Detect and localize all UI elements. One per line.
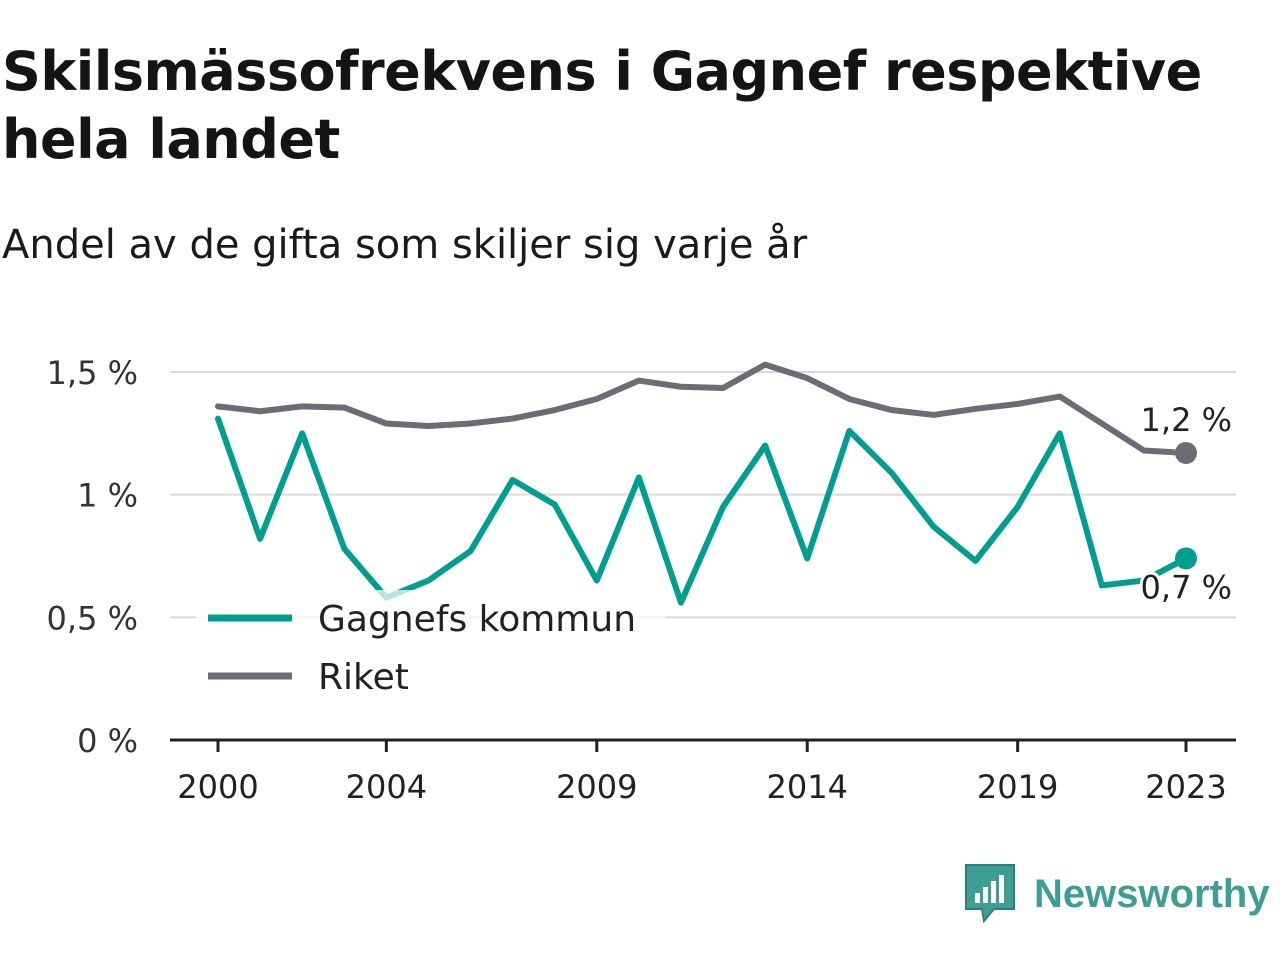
y-tick-label: 0,5 % (47, 599, 138, 637)
chart-subtitle: Andel av de gifta som skiljer sig varje … (2, 222, 808, 268)
series-lines (215, 361, 1197, 606)
series-endpoint-riket (1175, 441, 1197, 464)
x-tick-label: 2004 (346, 768, 427, 806)
y-axis-ticks: 0 % 0,5 % 1 % 1,5 % (47, 354, 138, 760)
x-tick-label: 2009 (556, 768, 637, 806)
series-line-riket (215, 361, 1189, 456)
bar-chart-logo-icon (965, 864, 1015, 924)
legend-label: Gagnefs kommun (318, 599, 636, 640)
chart-title: Skilsmässofrekvens i Gagnef respektive h… (2, 40, 1202, 171)
end-label-riket: 1,2 % (1141, 401, 1232, 439)
x-tick-label: 2014 (766, 768, 847, 806)
x-tick-label: 2023 (1145, 768, 1226, 806)
legend-background (196, 590, 666, 708)
x-axis-ticks: 2000 2004 2009 2014 2019 2023 (177, 740, 1227, 806)
y-tick-label: 1,5 % (47, 354, 138, 392)
legend-label: Riket (318, 657, 409, 698)
x-tick-label: 2000 (177, 768, 258, 806)
newsworthy-logo: Newsworthy (964, 862, 1270, 926)
y-tick-label: 0 % (77, 722, 138, 760)
series-line-gagnef (215, 415, 1189, 606)
brand-name: Newsworthy (1034, 871, 1270, 916)
series-endpoint-gagnef (1175, 547, 1197, 570)
x-tick-label: 2019 (977, 768, 1058, 806)
legend: Gagnefs kommun Riket (196, 590, 666, 708)
y-tick-label: 1 % (77, 477, 138, 515)
end-label-gagnef: 0,7 % (1141, 568, 1232, 606)
end-labels: 1,2 % 0,7 % (1138, 398, 1235, 609)
